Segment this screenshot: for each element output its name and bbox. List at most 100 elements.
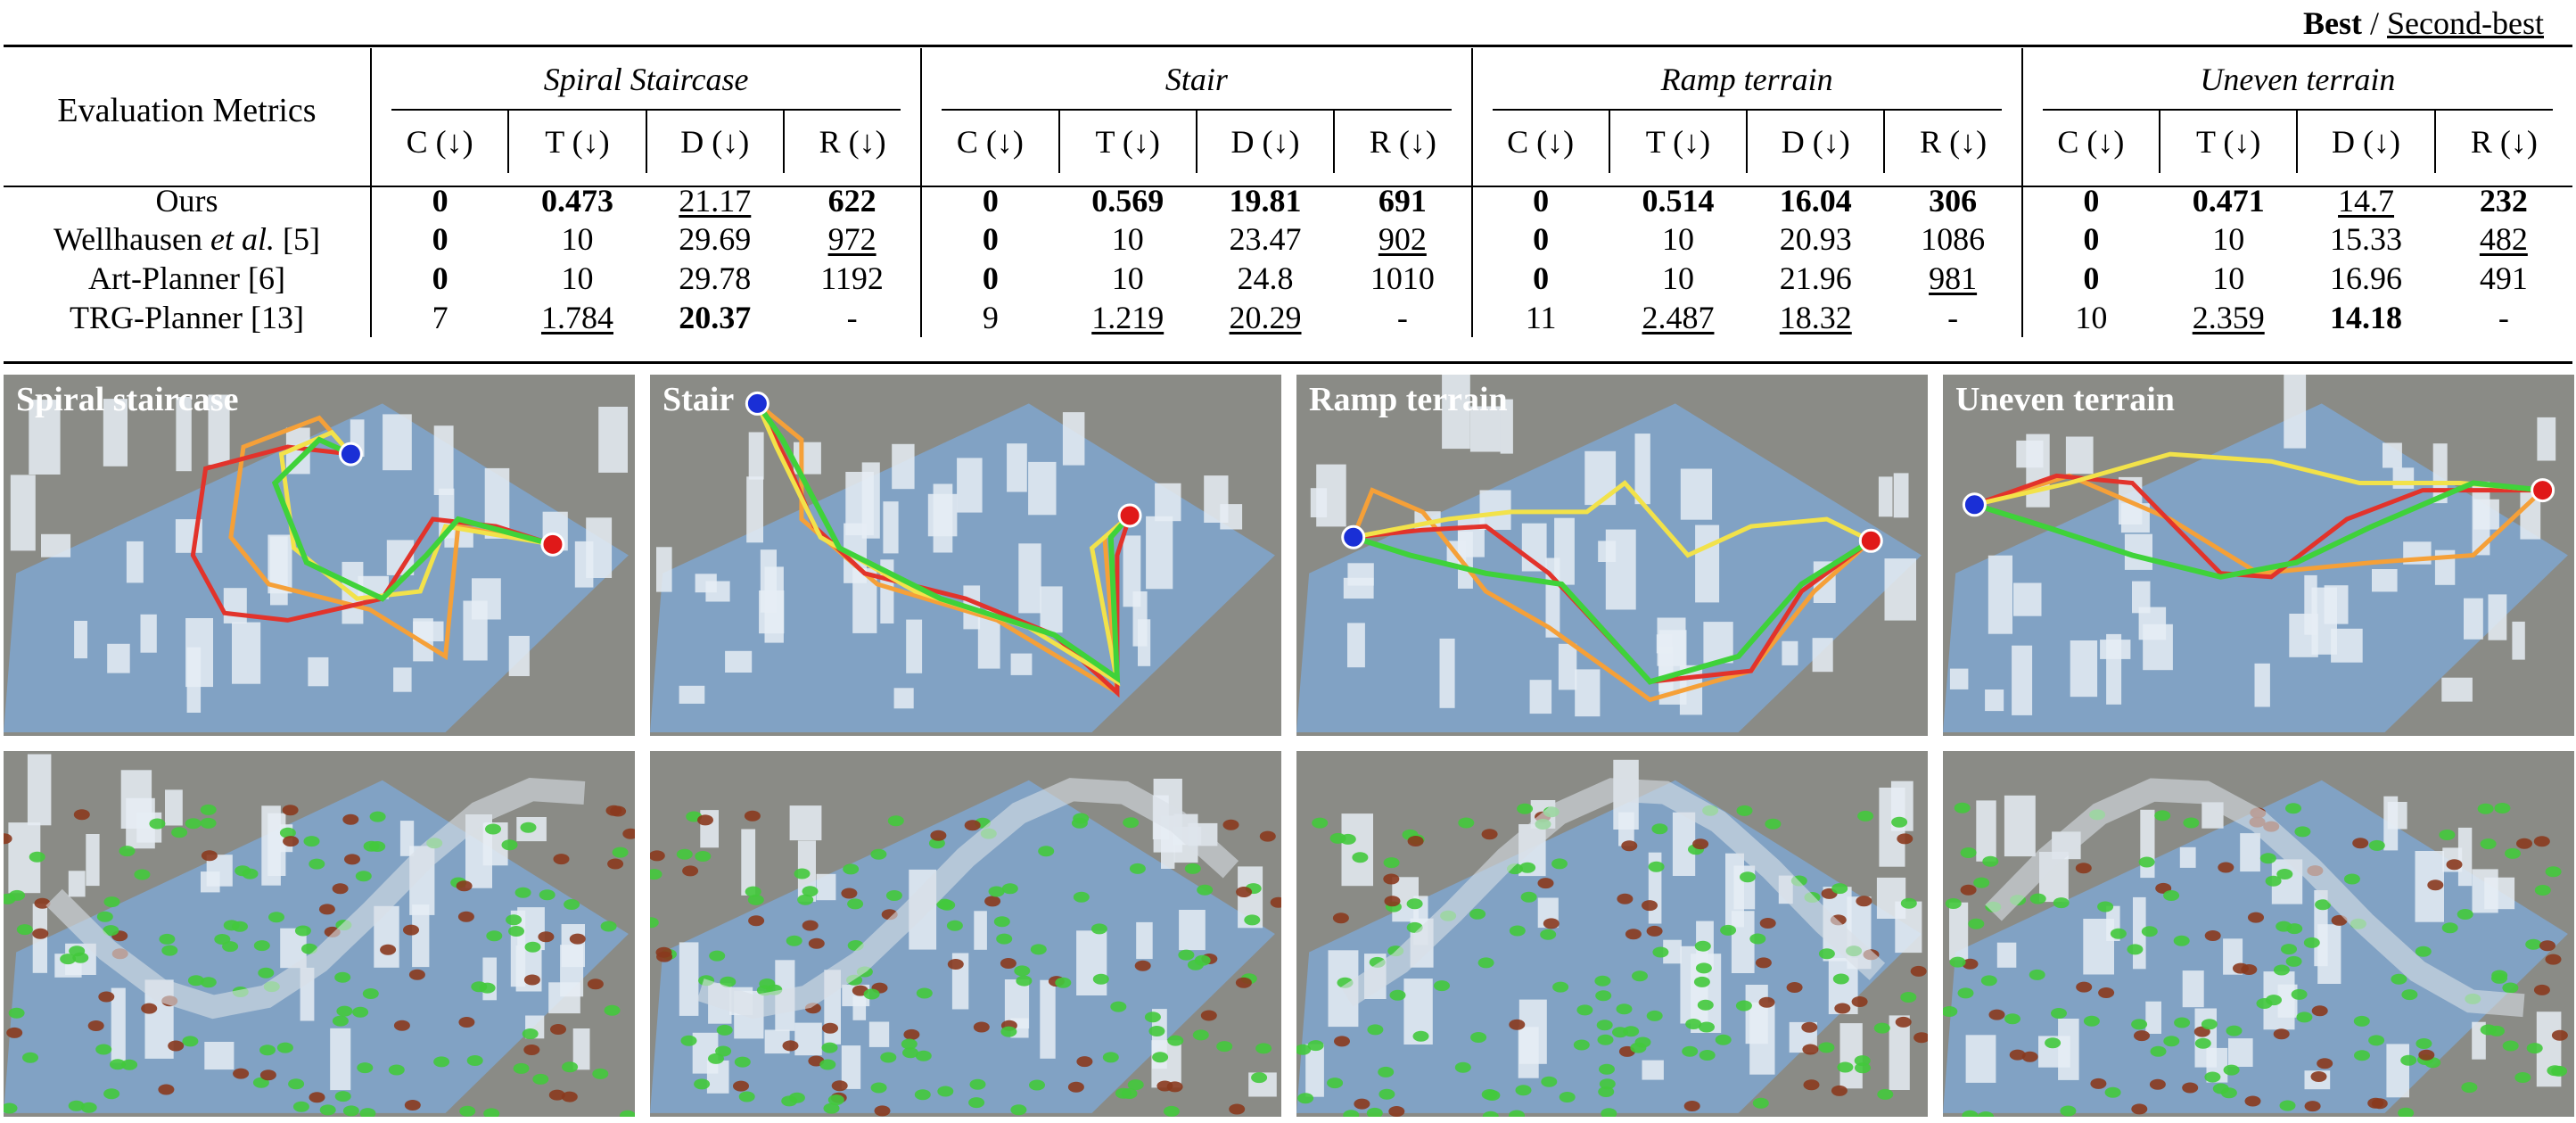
foothold-disc — [309, 1092, 325, 1103]
value-text: 10 — [1111, 221, 1144, 257]
foothold-disc — [404, 1100, 421, 1111]
terrain-block — [463, 600, 488, 661]
value-text: 622 — [827, 183, 876, 219]
terrain-block — [1040, 979, 1056, 1059]
value-text: 0 — [432, 183, 449, 219]
subcolumn-header: R (↓) — [2470, 124, 2538, 160]
foothold-disc — [2138, 856, 2155, 868]
foothold-disc — [2029, 893, 2046, 904]
value-cell: 0 — [371, 219, 508, 259]
foothold-disc — [1803, 1079, 1820, 1091]
foothold-disc — [1642, 900, 1658, 912]
group-label: Uneven terrain — [2200, 62, 2396, 97]
terrain-block — [1439, 638, 1455, 708]
terrain-block — [103, 399, 128, 467]
value-cell: 902 — [1334, 219, 1473, 259]
foothold-disc — [4, 1102, 18, 1114]
foothold-disc — [1910, 965, 1927, 977]
foothold-disc — [786, 935, 802, 946]
terrain-block — [2464, 598, 2483, 640]
value-cell: 21.96 — [1747, 259, 1884, 298]
panel-label: Stair — [663, 381, 735, 418]
foothold-disc — [716, 1024, 733, 1036]
foothold-disc — [2110, 928, 2127, 939]
value-cell: 0 — [1472, 219, 1609, 259]
foothold-disc — [1891, 816, 1908, 828]
foothold-disc — [708, 1053, 724, 1064]
foothold-disc — [1000, 1026, 1017, 1037]
foothold-disc — [1000, 958, 1016, 969]
foothold-disc — [1406, 898, 1423, 910]
terrain-block — [482, 957, 497, 1001]
terrain-block — [789, 805, 822, 841]
path-comparison-panel: Uneven terrain — [1943, 375, 2574, 736]
foothold-disc — [1270, 896, 1281, 908]
foothold-disc — [1855, 1062, 1871, 1074]
value-cell: 10 — [2160, 219, 2297, 259]
foothold-disc — [1102, 1052, 1119, 1063]
path-comparison-panel: Stair — [650, 375, 1281, 736]
foothold-disc — [1752, 1097, 1769, 1109]
foothold-disc — [782, 1040, 799, 1052]
terrain-block — [1988, 555, 2012, 634]
terrain-block — [2484, 877, 2515, 910]
terrain-block — [1007, 443, 1027, 492]
terrain-block — [741, 829, 756, 896]
foothold-disc — [334, 1091, 351, 1102]
foothold-disc — [587, 978, 604, 990]
terrain-block — [2145, 1001, 2161, 1034]
foothold-disc — [357, 1062, 374, 1074]
terrain-block — [1642, 1060, 1664, 1080]
foothold-disc — [2053, 897, 2070, 909]
foothold-disc — [1623, 1026, 1640, 1037]
foothold-disc — [408, 969, 425, 980]
foothold-disc — [471, 981, 488, 993]
foothold-disc — [72, 952, 89, 963]
foothold-disc — [759, 978, 776, 989]
foothold-disc — [2051, 1008, 2067, 1019]
foothold-disc — [1801, 1021, 1818, 1033]
value-cell: 0 — [2022, 219, 2160, 259]
foothold-disc — [993, 916, 1010, 928]
value-text: 0 — [2083, 260, 2100, 296]
foothold-disc — [259, 1045, 276, 1056]
foothold-disc — [1646, 925, 1663, 937]
value-text: 29.69 — [679, 221, 752, 257]
robot-trail — [696, 778, 1239, 1020]
foothold-disc — [823, 1102, 840, 1114]
foothold-disc — [650, 917, 659, 929]
foothold-panel — [650, 751, 1281, 1117]
terrain-block — [1949, 668, 1969, 689]
terrain-block — [1310, 488, 1328, 517]
foothold-disc — [485, 823, 501, 835]
value-text: 15.33 — [2330, 221, 2403, 257]
foothold-disc — [388, 1064, 405, 1076]
terrain-render — [650, 778, 1281, 1117]
value-text: 21.17 — [679, 183, 752, 219]
foothold-disc — [2304, 1101, 2321, 1112]
value-cell: 9 — [921, 298, 1058, 337]
foothold-disc — [1296, 1044, 1312, 1055]
table-body: Ours 0 0.473 21.17 622 0 0.569 19.81 691 0 0.514 16… — [4, 173, 2572, 337]
foothold-disc — [928, 838, 945, 849]
foothold-disc — [380, 944, 397, 955]
value-text: 0 — [1533, 260, 1550, 296]
subcolumn-header: C (↓) — [2021, 111, 2161, 173]
foothold-disc — [513, 1062, 530, 1074]
group-header: Ramp terrain — [1471, 48, 2023, 111]
terrain-block — [1220, 504, 1243, 530]
value-text: 10 — [561, 221, 594, 257]
terrain-block — [2383, 796, 2399, 851]
foothold-disc — [937, 1086, 954, 1097]
terrain-block — [1839, 1023, 1863, 1089]
foothold-disc — [1192, 1029, 1209, 1041]
value-cell: 24.8 — [1197, 259, 1334, 298]
foothold-disc — [619, 1110, 635, 1117]
foothold-panel — [4, 751, 635, 1117]
foothold-disc — [466, 1055, 483, 1066]
terrain-block — [1996, 942, 2017, 968]
value-text: 10 — [1661, 260, 1694, 296]
terrain-block — [107, 643, 130, 673]
path-orange — [755, 401, 1132, 698]
foothold-disc — [158, 1084, 175, 1095]
